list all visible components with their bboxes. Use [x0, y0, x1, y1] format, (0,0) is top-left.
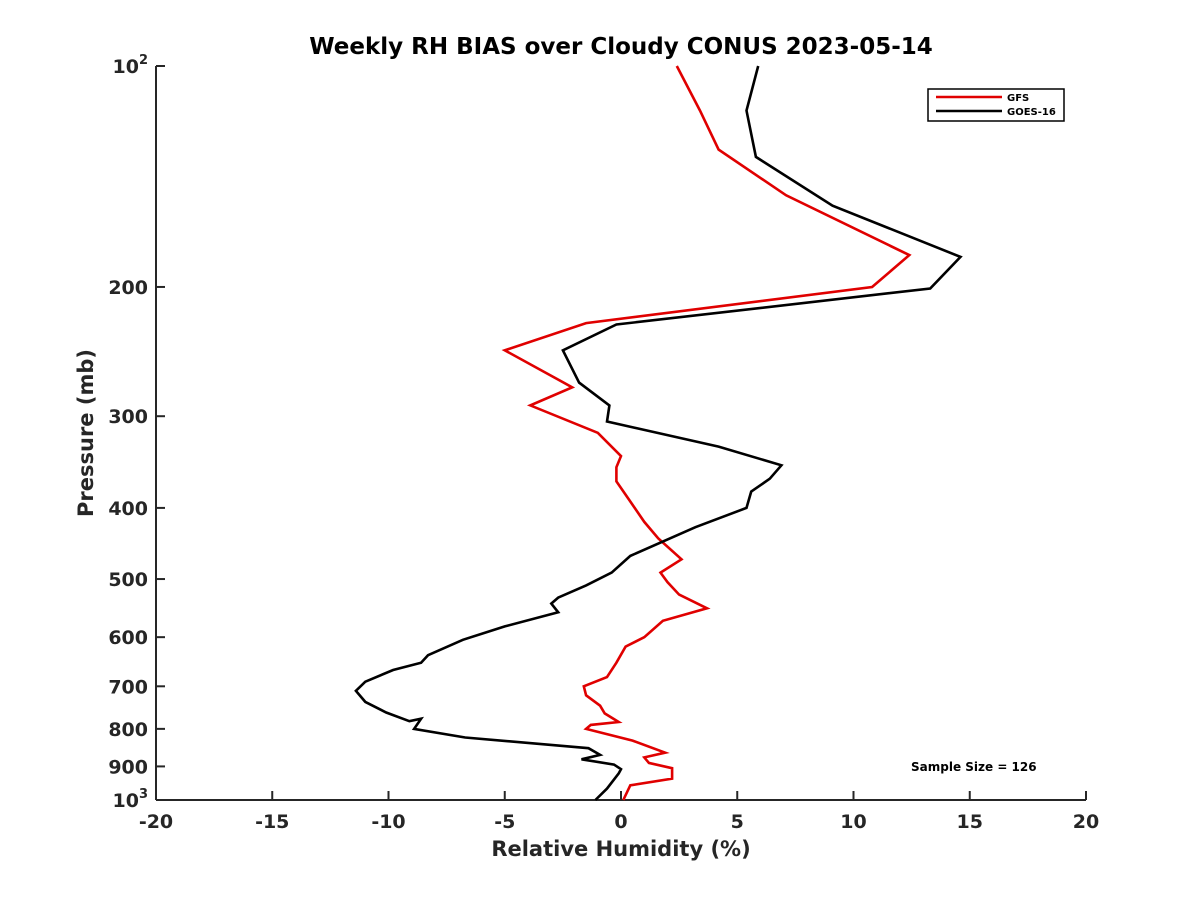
legend-label-goes-16: GOES-16 — [1007, 107, 1056, 118]
x-tick-label: -20 — [139, 811, 173, 833]
series-line-goes-16 — [354, 65, 963, 801]
y-axis-label: Pressure (mb) — [74, 349, 98, 517]
y-tick-label: 800 — [108, 719, 148, 741]
legend-box — [927, 88, 1065, 122]
plot-area: -20 -15 -10 -5 0 5 10 15 20 10220030040050060070… — [108, 53, 1099, 833]
chart-title: Weekly RH BIAS over Cloudy CONUS 2023-05… — [309, 34, 933, 60]
x-tick-label: 20 — [1073, 811, 1099, 833]
y-tick-label: 500 — [108, 569, 148, 591]
series-line-gfs — [501, 65, 912, 801]
y-tick-label: 900 — [108, 756, 148, 778]
series-lines — [354, 65, 963, 801]
y-tick-text: 400 — [108, 498, 148, 520]
y-tick-text: 600 — [108, 627, 148, 649]
y-tick-label: 102 — [113, 53, 149, 78]
y-tick-exponent: 2 — [139, 53, 148, 68]
x-tick-label: 0 — [614, 811, 627, 833]
y-tick-label: 300 — [108, 406, 148, 428]
y-tick-label: 200 — [108, 277, 148, 299]
sample-size-annotation: Sample Size = 126 — [911, 760, 1037, 774]
y-tick-label: 600 — [108, 627, 148, 649]
x-tick-label: 15 — [957, 811, 983, 833]
y-tick-text: 10 — [113, 56, 139, 78]
x-tick-label: -5 — [494, 811, 515, 833]
y-tick-text: 500 — [108, 569, 148, 591]
x-tick-label: -15 — [255, 811, 289, 833]
x-ticks: -20 -15 -10 -5 0 5 10 15 20 — [139, 791, 1099, 833]
y-tick-text: 10 — [113, 790, 139, 812]
x-tick-label: -10 — [371, 811, 405, 833]
y-tick-text: 200 — [108, 277, 148, 299]
legend-label-gfs: GFS — [1007, 93, 1029, 104]
y-tick-label: 103 — [113, 787, 149, 812]
x-tick-label: 5 — [731, 811, 744, 833]
y-tick-text: 800 — [108, 719, 148, 741]
y-tick-exponent: 3 — [139, 787, 148, 802]
x-axis-label: Relative Humidity (%) — [491, 837, 750, 861]
y-tick-text: 300 — [108, 406, 148, 428]
y-tick-label: 700 — [108, 676, 148, 698]
y-tick-text: 700 — [108, 676, 148, 698]
y-tick-text: 900 — [108, 756, 148, 778]
legend: GFS GOES-16 — [927, 88, 1065, 122]
y-tick-label: 400 — [108, 498, 148, 520]
x-tick-label: 10 — [840, 811, 866, 833]
